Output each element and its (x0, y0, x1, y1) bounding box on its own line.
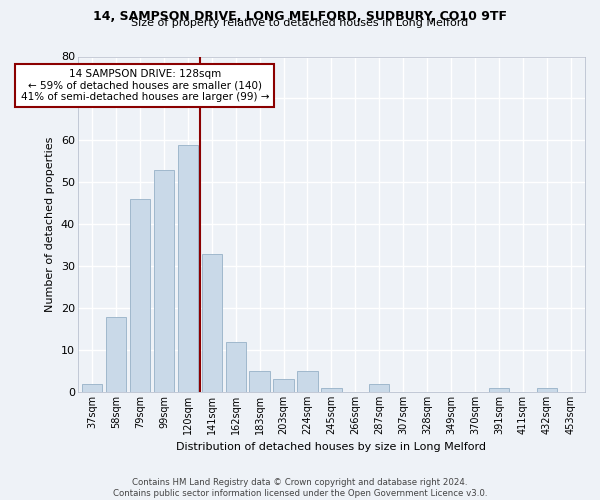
Bar (250, 371, 270, 392)
X-axis label: Distribution of detached houses by size in Long Melford: Distribution of detached houses by size … (176, 442, 487, 452)
Bar (106, 316, 126, 392)
Text: 14 SAMPSON DRIVE: 128sqm
← 59% of detached houses are smaller (140)
41% of semi-: 14 SAMPSON DRIVE: 128sqm ← 59% of detach… (20, 69, 269, 102)
Y-axis label: Number of detached properties: Number of detached properties (46, 136, 55, 312)
Text: Contains HM Land Registry data © Crown copyright and database right 2024.
Contai: Contains HM Land Registry data © Crown c… (113, 478, 487, 498)
Text: Size of property relative to detached houses in Long Melford: Size of property relative to detached ho… (131, 18, 469, 28)
Bar (130, 199, 150, 392)
Bar (226, 342, 246, 392)
Bar (274, 380, 294, 392)
Bar (489, 388, 509, 392)
Bar (82, 384, 103, 392)
Text: 14, SAMPSON DRIVE, LONG MELFORD, SUDBURY, CO10 9TF: 14, SAMPSON DRIVE, LONG MELFORD, SUDBURY… (93, 10, 507, 23)
Bar (178, 144, 198, 392)
Bar (369, 384, 389, 392)
Bar (321, 388, 341, 392)
Bar (536, 388, 557, 392)
Bar (154, 170, 174, 392)
Bar (298, 371, 317, 392)
Bar (202, 254, 222, 392)
